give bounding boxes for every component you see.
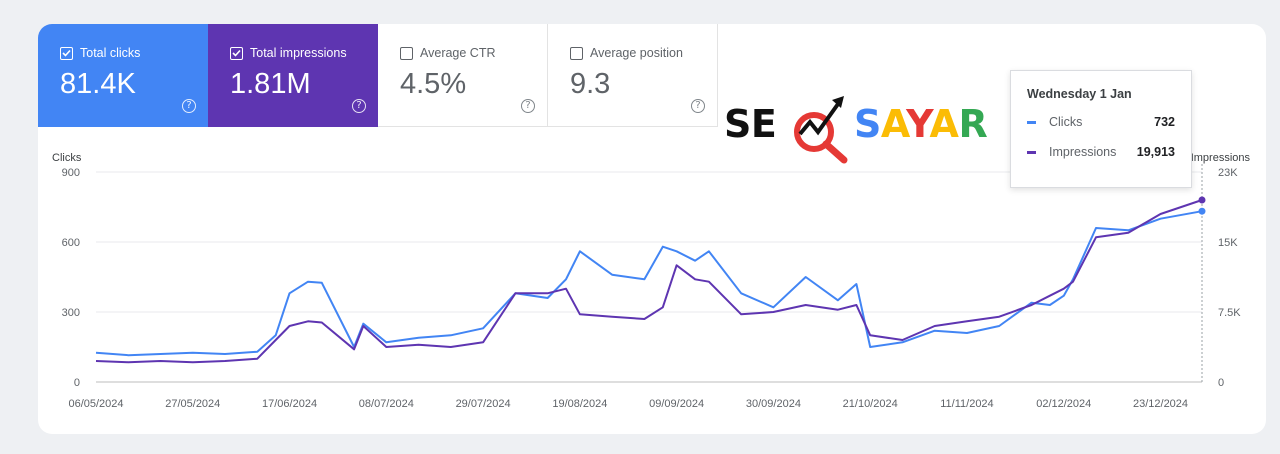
clicks-swatch xyxy=(1027,120,1036,124)
performance-chart[interactable]: 0 0 300 7.5K 600 15K 900 23K Clicks Impressions 06… xyxy=(38,24,1266,434)
right-tick-label: 7.5K xyxy=(1218,307,1241,319)
x-tick-label: 02/12/2024 xyxy=(1036,398,1091,410)
right-tick-label: 23K xyxy=(1218,167,1238,179)
series-end-point-clicks xyxy=(1198,207,1206,215)
tooltip-value: 732 xyxy=(1154,115,1175,129)
x-tick-label: 29/07/2024 xyxy=(456,398,511,410)
metric-average-ctr[interactable]: Average CTR 4.5% ? xyxy=(378,24,548,127)
tooltip-label: Clicks xyxy=(1049,115,1083,129)
metric-value: 81.4K xyxy=(60,68,136,100)
tooltip-date: Wednesday 1 Jan xyxy=(1027,87,1132,101)
logo-text-se: SE xyxy=(724,102,777,146)
checkbox-unchecked-icon[interactable] xyxy=(400,46,413,60)
chart-tooltip: Wednesday 1 Jan Clicks 732 Impressions 19,… xyxy=(1010,70,1192,188)
help-icon[interactable]: ? xyxy=(182,99,196,113)
tooltip-row-impressions: Impressions 19,913 xyxy=(1027,145,1175,159)
metric-total-clicks[interactable]: Total clicks 81.4K ? xyxy=(38,24,208,127)
x-tick-label: 21/10/2024 xyxy=(843,398,898,410)
checkbox-unchecked-icon[interactable] xyxy=(570,46,583,60)
tooltip-row-clicks: Clicks 732 xyxy=(1027,115,1175,129)
x-tick-label: 08/07/2024 xyxy=(359,398,414,410)
x-tick-label: 19/08/2024 xyxy=(552,398,607,410)
x-tick-label: 23/12/2024 xyxy=(1133,398,1188,410)
metric-label: Total clicks xyxy=(80,46,141,60)
metric-value: 4.5% xyxy=(400,68,467,100)
metric-label: Average CTR xyxy=(420,46,496,60)
left-tick-label: 600 xyxy=(62,237,80,249)
impressions-swatch xyxy=(1027,150,1036,154)
x-tick-label: 06/05/2024 xyxy=(68,398,123,410)
right-tick-label: 0 xyxy=(1218,377,1224,389)
seosayar-logo: SE SAYAR xyxy=(724,88,1020,174)
checkbox-checked-icon[interactable] xyxy=(230,46,243,60)
logo-text-sayar: SAYAR xyxy=(854,102,988,146)
left-tick-label: 0 xyxy=(74,377,80,389)
checkbox-checked-icon[interactable] xyxy=(60,46,73,60)
series-line-impressions xyxy=(95,199,1203,364)
help-icon[interactable]: ? xyxy=(521,99,535,113)
x-tick-label: 30/09/2024 xyxy=(746,398,801,410)
tooltip-label: Impressions xyxy=(1049,145,1117,159)
x-tick-label: 27/05/2024 xyxy=(165,398,220,410)
metric-value: 1.81M xyxy=(230,68,311,100)
performance-panel: Total clicks 81.4K ? Total impressions 1… xyxy=(38,24,1266,434)
right-tick-label: 15K xyxy=(1218,237,1238,249)
magnifier-trend-icon xyxy=(794,96,848,164)
metric-label: Average position xyxy=(590,46,683,60)
metric-average-position[interactable]: Average position 9.3 ? xyxy=(548,24,718,127)
x-tick-label: 17/06/2024 xyxy=(262,398,317,410)
tooltip-value: 19,913 xyxy=(1136,145,1175,159)
help-icon[interactable]: ? xyxy=(352,99,366,113)
help-icon[interactable]: ? xyxy=(691,99,705,113)
x-tick-label: 11/11/2024 xyxy=(940,398,993,410)
metric-total-impressions[interactable]: Total impressions 1.81M ? xyxy=(208,24,378,127)
series-line-clicks xyxy=(95,210,1203,357)
series-end-point-impressions xyxy=(1198,196,1206,204)
right-axis-label: Impressions xyxy=(1191,152,1251,164)
metric-value: 9.3 xyxy=(570,68,611,100)
left-tick-label: 900 xyxy=(62,167,80,179)
left-tick-label: 300 xyxy=(62,307,80,319)
x-tick-label: 09/09/2024 xyxy=(649,398,704,410)
metric-label: Total impressions xyxy=(250,46,347,60)
left-axis-label: Clicks xyxy=(52,152,82,164)
